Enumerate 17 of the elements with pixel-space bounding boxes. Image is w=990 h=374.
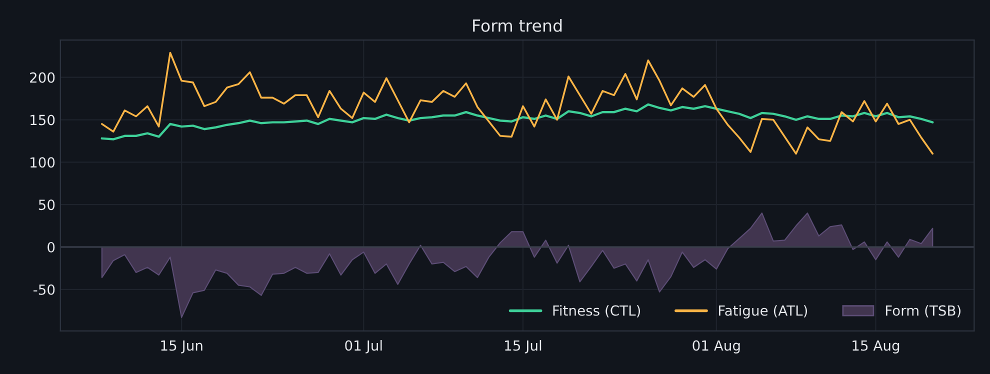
x-tick-label: 15 Jun: [161, 340, 202, 354]
y-tick-label: -50: [34, 284, 55, 295]
y-tick-label: 150: [30, 114, 55, 126]
y-tick-label: 100: [30, 157, 55, 168]
y-tick-label: 0: [48, 242, 55, 252]
x-tick-label: 01 Jul: [345, 340, 382, 354]
line-series: [101, 52, 934, 155]
legend-label: Fatigue (ATL): [718, 305, 808, 318]
line-series: [100, 103, 934, 140]
legend-label: Form (TSB): [886, 305, 960, 318]
x-tick-label: 15 Jul: [505, 340, 542, 354]
y-tick-label: 50: [38, 200, 55, 210]
y-tick-label: 200: [30, 72, 55, 83]
x-tick-label: 01 Aug: [692, 340, 740, 354]
x-tick-label: 15 Aug: [852, 340, 900, 354]
chart-title: Form trend: [473, 19, 562, 32]
legend-label: Fitness (CTL): [553, 305, 640, 318]
